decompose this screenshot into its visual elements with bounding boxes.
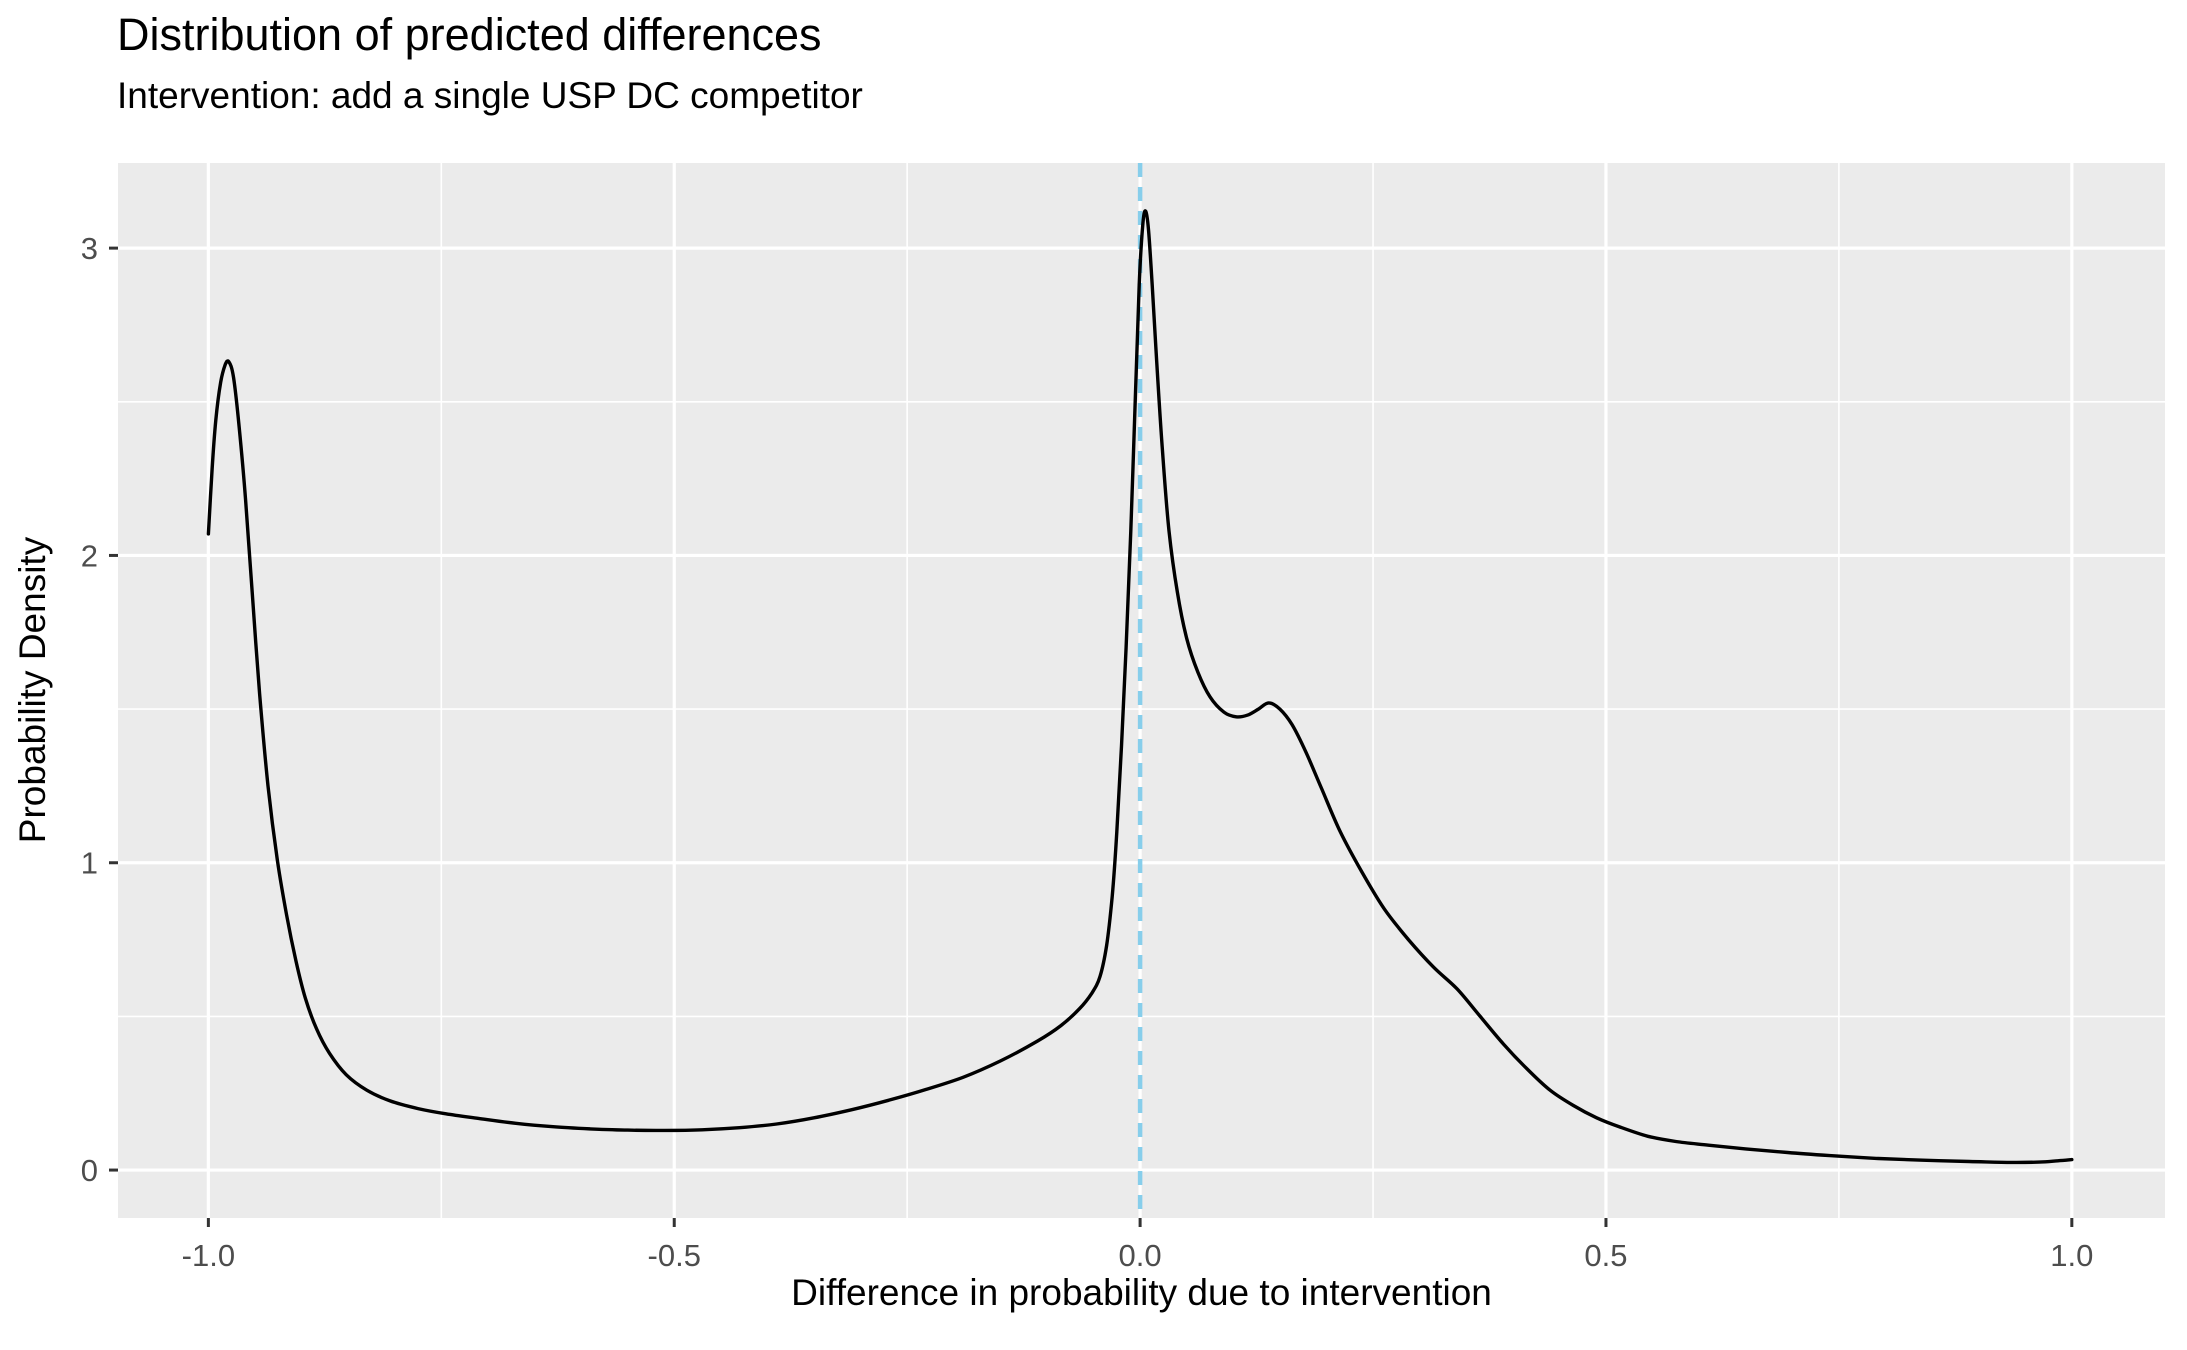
x-axis-title: Difference in probability due to interve… [791, 1272, 1492, 1313]
density-curve [206, 209, 2074, 1165]
x-tick-label: 1.0 [2050, 1238, 2093, 1273]
y-tick-label: 1 [81, 846, 98, 881]
axis-ticks [109, 246, 2074, 1227]
x-tick-label: 0.5 [1584, 1238, 1627, 1273]
x-tick-label: -0.5 [648, 1238, 701, 1273]
x-tick-label: 0.0 [1119, 1238, 1162, 1273]
x-tick-label: -1.0 [182, 1238, 235, 1273]
chart-subtitle: Intervention: add a single USP DC compet… [117, 75, 863, 116]
y-tick-label: 3 [81, 231, 98, 266]
chart-title: Distribution of predicted differences [117, 9, 822, 60]
y-tick-label: 0 [81, 1153, 98, 1188]
y-axis-title: Probability Density [12, 536, 53, 844]
y-tick-label: 2 [81, 538, 98, 573]
